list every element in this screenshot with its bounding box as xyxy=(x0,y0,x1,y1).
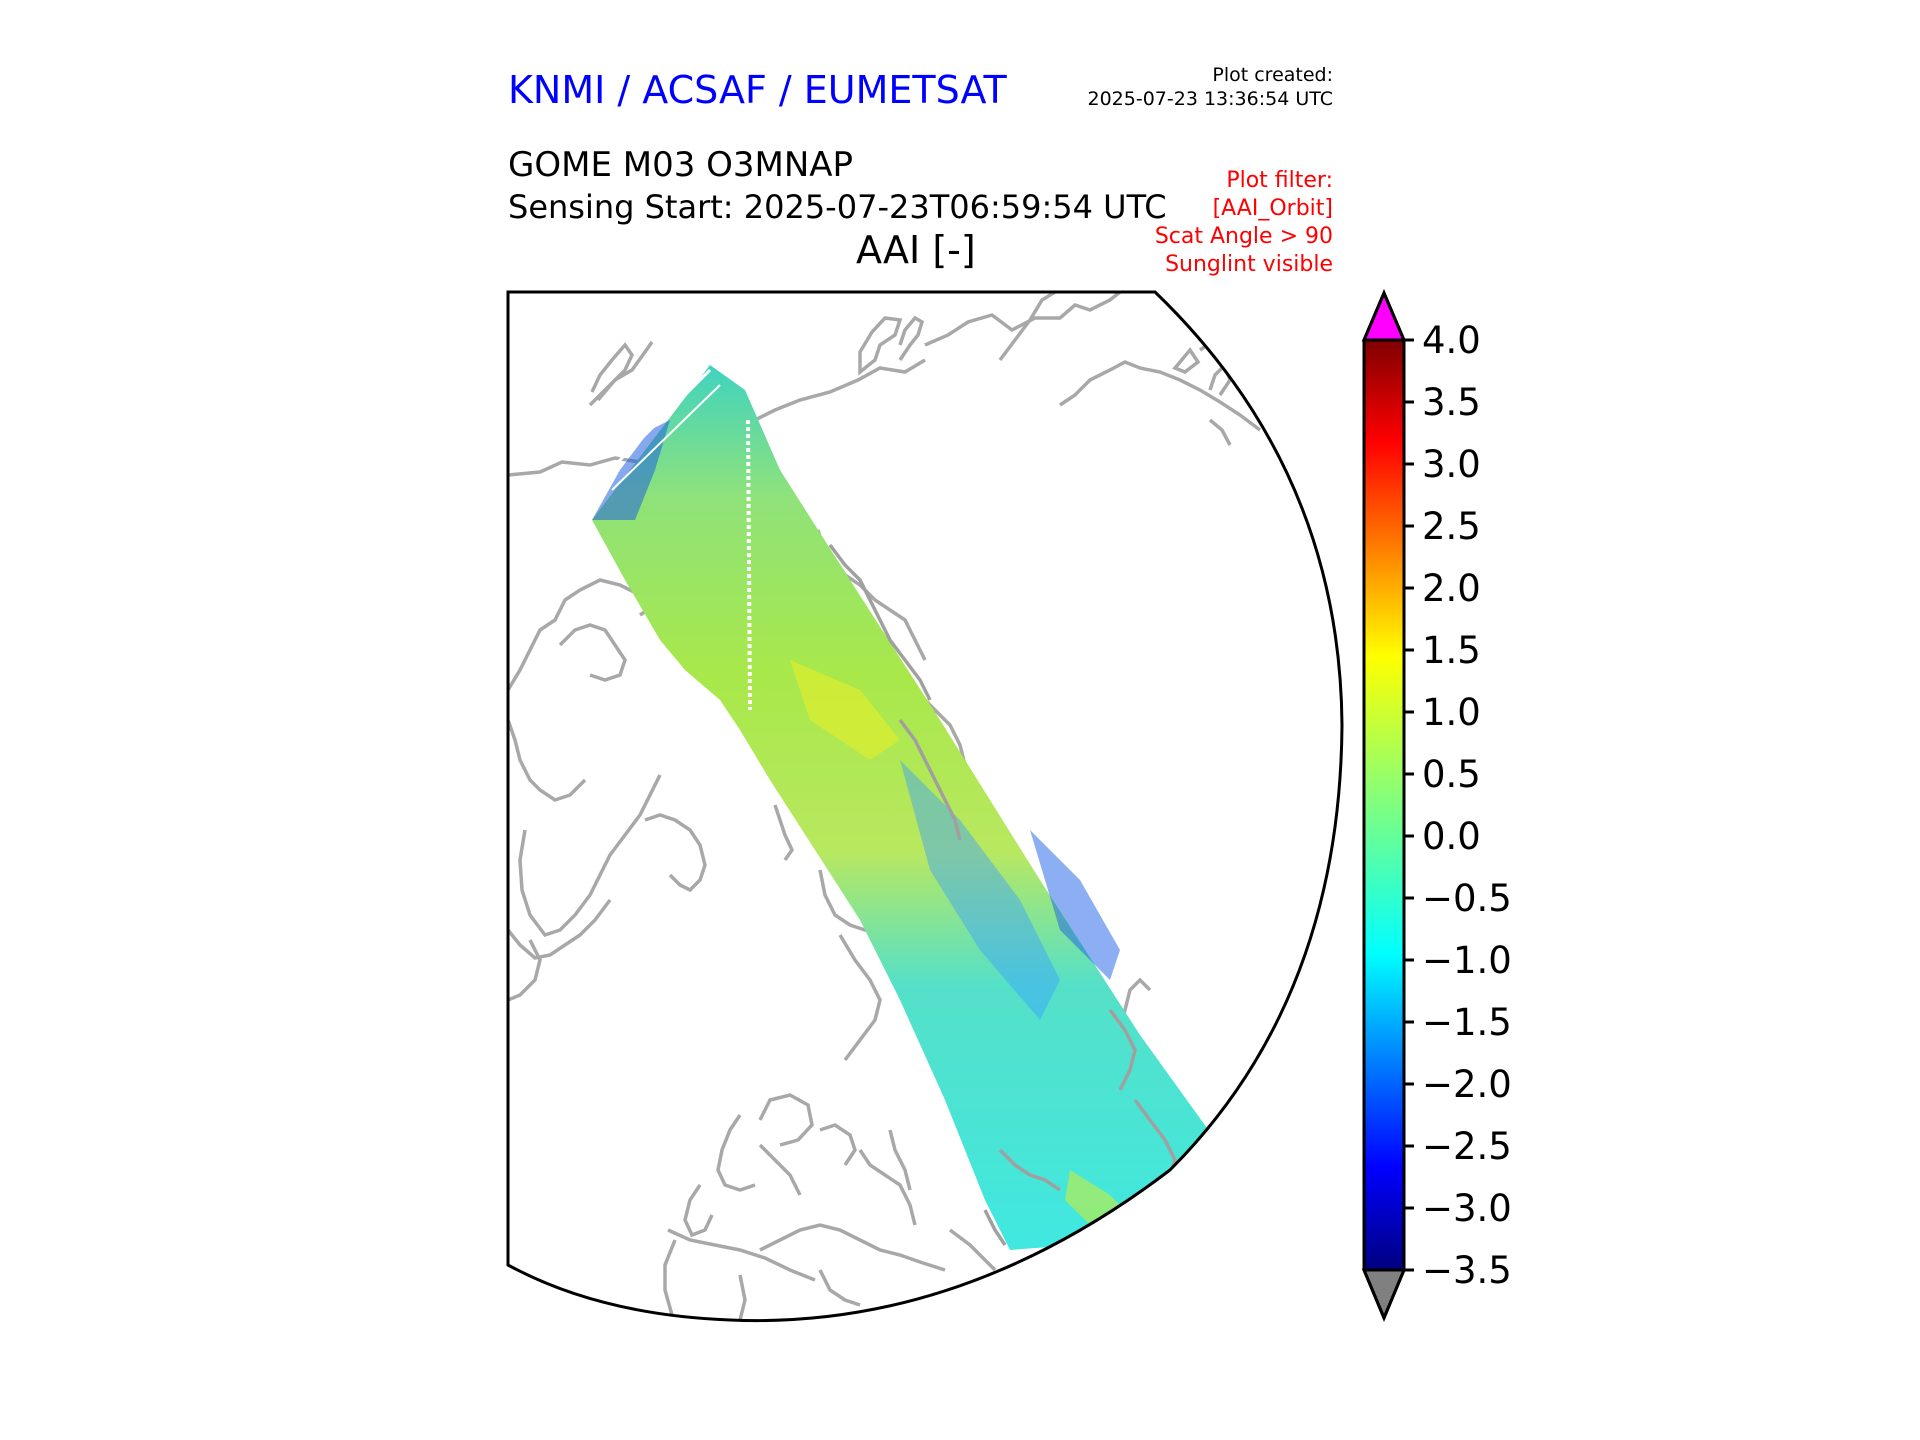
colorbar-tick-label: 1.0 xyxy=(1422,691,1481,734)
plot-filter-scat-angle: Scat Angle > 90 xyxy=(1154,224,1333,249)
swath-low-aai-patch xyxy=(592,420,670,520)
plot-created-label: Plot created: xyxy=(1212,64,1333,86)
colorbar-tick-label: −3.0 xyxy=(1422,1187,1512,1230)
aai-swath xyxy=(592,365,1230,1250)
colorbar-over-triangle xyxy=(1361,289,1407,342)
plot-created-value: 2025-07-23 13:36:54 UTC xyxy=(1087,88,1334,110)
colorbar-tick-label: −0.5 xyxy=(1422,877,1512,920)
colorbar-tick-label: 1.5 xyxy=(1422,629,1481,672)
swath-positive-aai-patch xyxy=(790,660,900,760)
colorbar-tick-label: −3.5 xyxy=(1422,1249,1512,1292)
colorbar-tick-label: 4.0 xyxy=(1422,319,1481,362)
colorbar-gradient xyxy=(1364,340,1404,1270)
colorbar-tick-label: 0.5 xyxy=(1422,753,1481,796)
colorbar-tick-label: 2.0 xyxy=(1422,567,1481,610)
swath-negative-aai-patch xyxy=(900,760,1060,1020)
swath-negative-aai-patch-2 xyxy=(1030,830,1120,980)
colorbar-tick-label: 2.5 xyxy=(1422,505,1481,548)
swath-scan-gap-2 xyxy=(611,384,721,491)
coastlines-over-swath xyxy=(828,543,1177,1246)
plot-filter-label: Plot filter: xyxy=(1226,168,1333,193)
colorbar-tick-label: 3.0 xyxy=(1422,443,1481,486)
plot-filter-orbit: [AAI_Orbit] xyxy=(1212,196,1333,221)
swath-scan-gap xyxy=(598,368,712,482)
colorbar-ticks: 4.0 3.5 3.0 2.5 2.0 1.5 1.0 0.5 0.0 −0.5 −1.0 −1.5 −… xyxy=(1404,319,1512,1292)
colorbar-tick-label: 3.5 xyxy=(1422,381,1481,424)
sensing-start: Sensing Start: 2025-07-23T06:59:54 UTC xyxy=(508,188,1167,226)
swath-data-gap xyxy=(746,419,752,711)
colorbar-tick-label: −2.5 xyxy=(1422,1125,1512,1168)
colorbar-tick-label: −1.5 xyxy=(1422,1001,1512,1044)
organization-title: KNMI / ACSAF / EUMETSAT xyxy=(508,68,1007,112)
colorbar-under-triangle xyxy=(1361,1268,1407,1322)
colorbar-tick-label: −2.0 xyxy=(1422,1063,1512,1106)
colorbar: 4.0 3.5 3.0 2.5 2.0 1.5 1.0 0.5 0.0 −0.5 −1.0 −1.5 −… xyxy=(1361,289,1512,1322)
map-boundary xyxy=(506,290,1344,1323)
map-area xyxy=(508,292,1342,1321)
colorbar-tick-label: −1.0 xyxy=(1422,939,1512,982)
plot-filter-sunglint: Sunglint visible xyxy=(1165,252,1333,277)
colorbar-tick-label: 0.0 xyxy=(1422,815,1481,858)
variable-title: AAI [-] xyxy=(856,228,976,272)
product-title: GOME M03 O3MNAP xyxy=(508,145,854,185)
